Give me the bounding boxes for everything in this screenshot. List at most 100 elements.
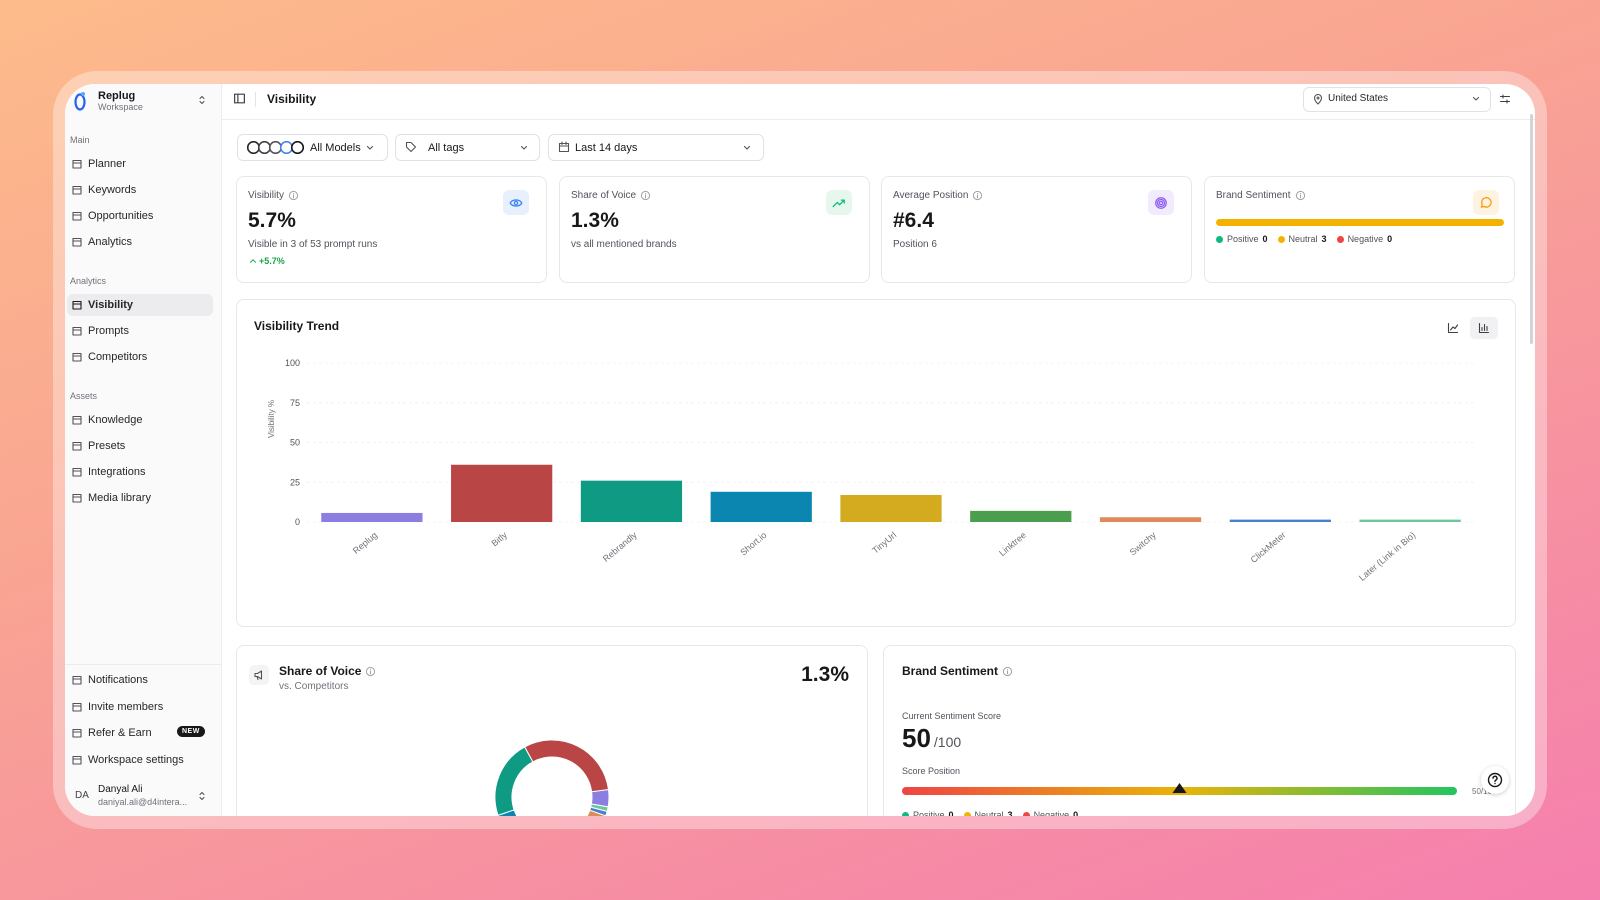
icon-shape xyxy=(1158,200,1164,206)
stat-card: Visibility 5.7% Visible in 3 of 53 prompt … xyxy=(236,176,547,283)
icon-shape xyxy=(1499,94,1511,104)
section-label: Assets xyxy=(70,391,98,401)
nav-item[interactable]: Visibility xyxy=(67,294,213,316)
nav-item[interactable]: Integrations xyxy=(67,461,213,483)
x-tick-label: Later (Link in Bio) xyxy=(1357,530,1417,583)
icon-shape xyxy=(1447,322,1459,334)
icon-shape xyxy=(72,493,82,503)
icon-shape xyxy=(72,756,82,765)
icon xyxy=(405,141,417,153)
y-tick-label: 25 xyxy=(290,477,300,487)
sentiment-segment xyxy=(1216,219,1504,226)
help-icon xyxy=(1487,772,1503,788)
nav-item[interactable]: Knowledge xyxy=(67,409,213,431)
icon-shape xyxy=(199,95,205,105)
icon-shape xyxy=(288,190,299,201)
icon-shape xyxy=(250,259,256,263)
legend-count: 0 xyxy=(1387,234,1393,244)
legend-item: Positive 0 xyxy=(1216,234,1268,244)
icon xyxy=(72,300,82,310)
help-button[interactable] xyxy=(1481,766,1509,794)
card-icon xyxy=(1473,190,1499,215)
footer-item[interactable]: Refer & Earn NEW xyxy=(67,722,213,744)
icon-shape xyxy=(558,141,570,153)
bar xyxy=(580,480,683,522)
nav-item[interactable]: Planner xyxy=(67,153,213,175)
stat-card: Average Position #6.4 Position 6 xyxy=(881,176,1192,283)
stat-card: Share of Voice 1.3% vs all mentioned brand… xyxy=(559,176,870,283)
footer-item[interactable]: Workspace settings xyxy=(67,749,213,771)
scrollbar xyxy=(1530,114,1533,344)
x-tick-label: ClickMeter xyxy=(1249,530,1288,565)
bar-view-button[interactable] xyxy=(1470,317,1498,339)
icon xyxy=(366,145,374,150)
donut-segment xyxy=(494,746,534,816)
x-tick-label: TinyUrl xyxy=(870,530,898,556)
card-change: +5.7% xyxy=(248,256,285,266)
icon xyxy=(558,141,570,153)
date-filter[interactable]: Last 14 days xyxy=(548,134,764,161)
panel-title-row: Share of Voice xyxy=(279,664,376,678)
legend-dot xyxy=(1022,811,1030,816)
icon xyxy=(1480,197,1492,208)
icon xyxy=(832,199,845,208)
icon xyxy=(199,95,205,105)
bar xyxy=(1229,519,1331,522)
nav-item[interactable]: Keywords xyxy=(67,179,213,201)
legend-count: 3 xyxy=(1321,234,1327,244)
nav-label: Analytics xyxy=(88,236,133,248)
icon xyxy=(72,441,82,451)
icon xyxy=(72,675,82,685)
y-axis-label: Visibility % xyxy=(267,400,276,438)
legend-item: Positive 0 xyxy=(902,810,954,816)
position-label: Score Position xyxy=(902,766,961,776)
icon-shape xyxy=(1480,197,1492,208)
legend-item: Negative 0 xyxy=(1336,234,1393,244)
panel-title: Share of Voice xyxy=(279,664,362,678)
icon-shape xyxy=(72,326,82,336)
chart-title: Visibility Trend xyxy=(254,319,339,333)
tags-filter[interactable]: All tags xyxy=(395,134,540,161)
legend-count: 0 xyxy=(948,810,954,816)
icon-shape xyxy=(509,199,523,207)
bar xyxy=(1099,517,1202,522)
card-title-row: Brand Sentiment xyxy=(1216,190,1306,201)
footer-item[interactable]: Notifications xyxy=(67,669,213,691)
bar xyxy=(710,491,812,522)
footer-item[interactable]: Invite members xyxy=(67,696,213,718)
icon xyxy=(72,237,82,247)
nav-item[interactable]: Analytics xyxy=(67,231,213,253)
x-tick-label: Switchy xyxy=(1128,530,1159,558)
icon xyxy=(366,666,376,676)
icon xyxy=(72,493,82,503)
legend-count: 0 xyxy=(1262,234,1268,244)
models-filter chip[interactable]: All Models xyxy=(237,134,388,161)
score-marker xyxy=(1172,783,1187,793)
icon xyxy=(1478,322,1490,334)
location-select[interactable]: United States xyxy=(1303,87,1491,112)
user-email: daniyal.ali@d4intera... xyxy=(98,797,188,807)
icon xyxy=(1002,666,1013,676)
nav-item[interactable]: Prompts xyxy=(67,320,213,342)
nav-label: Prompts xyxy=(88,325,129,337)
nav-item[interactable]: Competitors xyxy=(67,346,213,368)
icon xyxy=(1472,96,1480,101)
chart-panel: Visibility Trend Visibility % 0 25 50 75 100 Re… xyxy=(236,299,1516,627)
workspace-subtitle: Workspace xyxy=(98,102,143,112)
donut-segment xyxy=(590,803,609,813)
card-value: 1.3% xyxy=(571,209,619,232)
nav-item[interactable]: Media library xyxy=(67,487,213,509)
nav-item[interactable]: Opportunities xyxy=(67,205,213,227)
section-label: Main xyxy=(70,135,90,145)
nav-label: Planner xyxy=(88,158,126,170)
user-initials: DA xyxy=(75,790,89,801)
model-logo xyxy=(291,141,304,154)
nav-item[interactable]: Presets xyxy=(67,435,213,457)
icon-shape xyxy=(743,145,751,150)
icon xyxy=(1447,322,1459,334)
model-logo-shape xyxy=(291,141,304,154)
nav-label: Media library xyxy=(88,492,151,504)
icon xyxy=(640,190,651,201)
line-view-button[interactable] xyxy=(1440,317,1466,339)
sidebar-divider xyxy=(65,664,221,665)
